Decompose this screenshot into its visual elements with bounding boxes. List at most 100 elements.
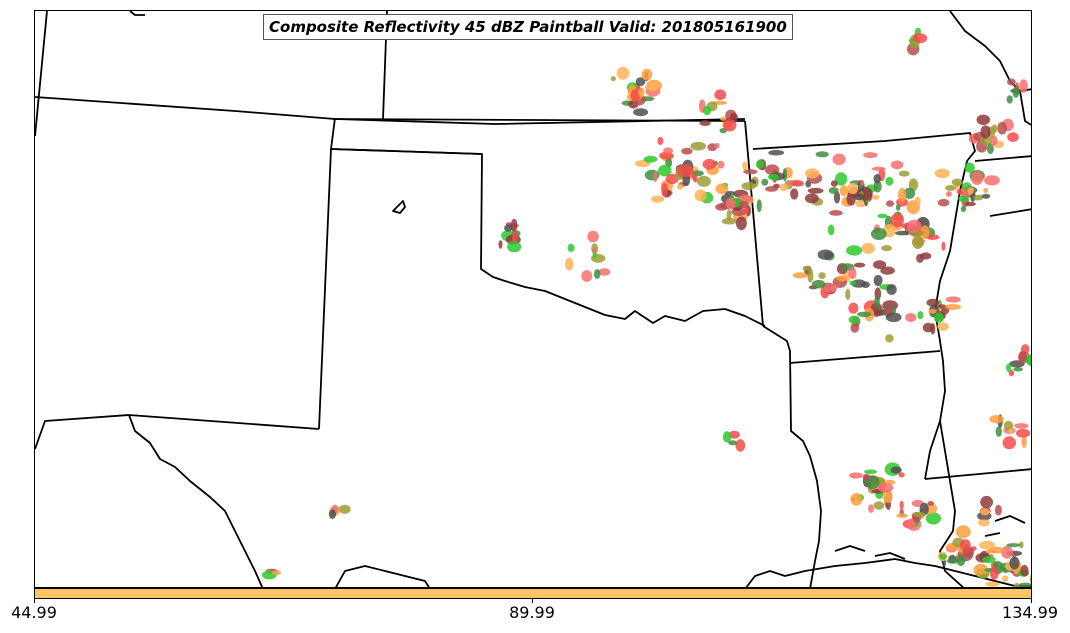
storm-cell [790, 188, 799, 200]
storm-cell [721, 217, 738, 225]
state-line-ky-north [989, 208, 1031, 217]
storm-cell [955, 525, 971, 539]
storm-cell [890, 466, 902, 474]
state-line-nm-west [35, 414, 130, 450]
storm-cell [979, 136, 992, 146]
storm-cell [976, 114, 991, 126]
storm-cell [920, 225, 930, 240]
storm-cell [979, 507, 991, 516]
storm-cell [587, 230, 599, 243]
storm-cell [886, 284, 897, 295]
storm-cell [917, 311, 924, 320]
state-line-ky-tn [974, 155, 1031, 162]
storm-cell [1018, 350, 1027, 363]
storm-cell [937, 322, 949, 331]
state-line-kansas-south [332, 118, 746, 122]
storm-cell [895, 204, 901, 211]
storm-cell [805, 168, 820, 179]
storm-cell [792, 272, 808, 279]
storm-cell [735, 439, 746, 452]
storm-cell [873, 180, 882, 193]
colorbar-tick-label-min: 44.99 [11, 603, 57, 622]
storm-cell [1013, 367, 1023, 372]
storm-cell [862, 473, 871, 481]
storm-cell [328, 509, 336, 520]
storm-cell [868, 504, 874, 513]
storm-cell [1001, 545, 1014, 559]
colorbar-tick-label-mid: 89.99 [509, 603, 555, 622]
storm-cell [633, 108, 649, 117]
storm-cell [883, 489, 893, 503]
storm-cell [912, 235, 924, 249]
storm-cell [855, 200, 867, 208]
storm-cell [735, 216, 747, 231]
storm-cell [832, 153, 846, 166]
storm-cell [881, 245, 892, 252]
map-canvas [35, 11, 1031, 587]
colorbar-tick [1031, 599, 1032, 603]
storm-cell [828, 187, 839, 194]
state-line-colorado-west [35, 11, 48, 137]
coastline-louisiana-islands [834, 515, 1026, 560]
lake-outline [392, 200, 406, 214]
storm-cell [791, 180, 804, 187]
storm-cell [916, 253, 924, 263]
storm-cell [895, 230, 910, 236]
storm-cell [1013, 583, 1021, 587]
storm-cell [886, 200, 894, 207]
colorbar-tick-label-max: 134.99 [1002, 603, 1058, 622]
storm-cell [890, 160, 904, 170]
storm-cell [849, 280, 856, 286]
state-line-missouri-south [752, 132, 976, 162]
storm-cell [592, 247, 598, 254]
storm-cell [847, 182, 858, 195]
storm-cell [512, 230, 518, 243]
storm-cell [743, 169, 758, 175]
storm-cell [714, 89, 727, 100]
storm-cell [885, 334, 894, 343]
storm-cell [728, 430, 740, 439]
storm-cell [928, 308, 937, 314]
state-line-nm-texas-west [318, 148, 332, 430]
storm-cell [873, 260, 887, 270]
storm-cell [960, 539, 971, 551]
state-boundaries [35, 11, 1031, 587]
storm-cell [702, 158, 716, 170]
storm-cell [890, 213, 904, 228]
storm-cell [849, 472, 863, 479]
storm-cell [934, 168, 950, 179]
storm-cell [1014, 423, 1029, 429]
storm-cell [850, 492, 863, 506]
storm-cell [973, 563, 989, 577]
storm-cell [864, 469, 878, 475]
storm-cell [635, 77, 646, 86]
state-line-illinois [949, 11, 1031, 126]
colorbar-tick [34, 599, 35, 603]
storm-cell [616, 66, 630, 80]
storm-cell [980, 495, 993, 509]
state-line-oklahoma-east [744, 120, 764, 327]
storm-cell [980, 125, 991, 139]
storm-cell [593, 269, 601, 279]
storm-cell [644, 84, 659, 91]
storm-cell [802, 265, 812, 271]
storm-cell [973, 194, 984, 201]
state-line-texas-outline [128, 414, 264, 587]
storm-cell [997, 121, 1007, 135]
storm-cell [598, 268, 611, 276]
colorbar-tick [532, 599, 533, 603]
storm-cell [739, 201, 749, 209]
storm-cell [846, 192, 856, 206]
storm-cell [723, 119, 737, 132]
storm-cell [854, 193, 865, 201]
storm-cell [991, 124, 998, 134]
storm-cell [726, 209, 732, 221]
storm-cell [829, 210, 843, 216]
storm-cell [641, 68, 653, 81]
storm-cell [1019, 79, 1028, 93]
storm-cell [885, 176, 894, 186]
storm-cell [581, 270, 593, 282]
state-line-nm-texas-south [128, 414, 320, 430]
storm-cell [956, 188, 964, 195]
